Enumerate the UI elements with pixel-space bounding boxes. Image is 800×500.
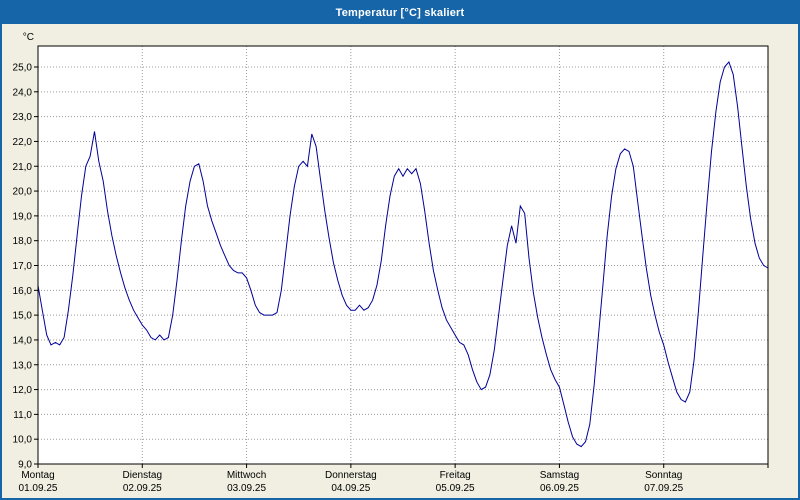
y-axis-unit-label: °C [23,32,34,43]
x-day-date: 02.09.25 [123,483,162,494]
y-tick-label: 21,0 [13,162,33,173]
gridlines [38,46,768,464]
y-tick-label: 13,0 [13,360,33,371]
y-tick-label: 24,0 [13,87,33,98]
plot-area [38,46,768,464]
y-tick-label: 23,0 [13,112,33,123]
temperature-chart: 9,0 10,0 11,0 12,0 13,0 14,0 15,0 16,0 17,0 18,0 1… [13,32,769,494]
x-day-date: 01.09.25 [19,483,58,494]
y-tick-label: 19,0 [13,211,33,222]
y-tick-label: 12,0 [13,385,33,396]
y-tick-label: 22,0 [13,137,33,148]
x-day-name: Freitag [440,470,471,481]
x-day-name: Montag [21,470,54,481]
x-day-date: 03.09.25 [227,483,266,494]
y-tick-label: 11,0 [13,410,32,421]
temperature-line [37,61,769,448]
y-tick-label: 9,0 [18,460,32,471]
window-titlebar: Temperatur [°C] skaliert [2,2,798,24]
y-axis-labels: 9,0 10,0 11,0 12,0 13,0 14,0 15,0 16,0 17,0 18,0 1… [13,63,38,471]
plot-border [37,45,769,465]
y-tick-label: 14,0 [13,335,33,346]
y-tick-label: 20,0 [13,187,33,198]
x-axis-labels: Montag 01.09.25 Dienstag 02.09.25 Mittwoch 03… [19,464,769,494]
x-day-date: 07.09.25 [644,483,683,494]
x-day-date: 06.09.25 [540,483,579,494]
x-day-date: 05.09.25 [436,483,475,494]
y-tick-label: 17,0 [13,261,33,272]
y-tick-label: 10,0 [13,435,33,446]
x-day-name: Dienstag [123,470,162,481]
y-tick-label: 25,0 [13,63,33,74]
x-day-name: Sonntag [645,470,682,481]
y-tick-label: 16,0 [13,286,33,297]
x-day-name: Mittwoch [227,470,266,481]
window-title: Temperatur [°C] skaliert [335,7,465,19]
x-day-name: Samstag [540,470,579,481]
y-tick-label: 18,0 [13,236,33,247]
y-tick-label: 15,0 [13,311,33,322]
x-day-date: 04.09.25 [331,483,370,494]
chart-area: 9,0 10,0 11,0 12,0 13,0 14,0 15,0 16,0 17,0 18,0 1… [2,24,798,498]
x-day-name: Donnerstag [325,470,377,481]
